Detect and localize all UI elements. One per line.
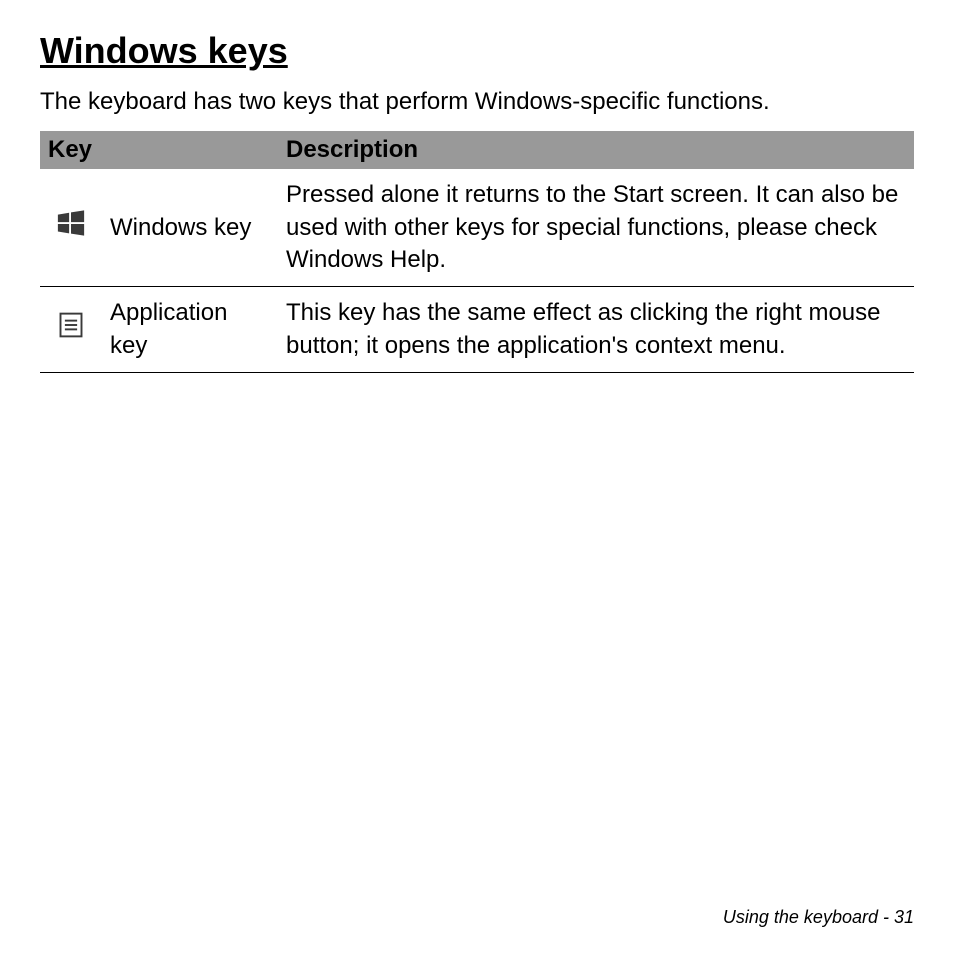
windows-keys-table: Key Description: [40, 131, 914, 373]
column-header-key: Key: [40, 131, 278, 169]
key-description: Pressed alone it returns to the Start sc…: [278, 169, 914, 287]
application-menu-icon: [57, 311, 85, 339]
document-page: Windows keys The keyboard has two keys t…: [0, 0, 954, 954]
table-row: Windows key Pressed alone it returns to …: [40, 169, 914, 287]
key-name: Windows key: [102, 169, 278, 287]
key-name: Application key: [102, 287, 278, 373]
page-footer: Using the keyboard - 31: [723, 907, 914, 928]
windows-logo-icon: [56, 208, 86, 238]
key-icon-cell: [40, 169, 102, 287]
key-description: This key has the same effect as clicking…: [278, 287, 914, 373]
column-header-description: Description: [278, 131, 914, 169]
key-icon-cell: [40, 287, 102, 373]
intro-text: The keyboard has two keys that perform W…: [40, 86, 914, 117]
table-row: Application key This key has the same ef…: [40, 287, 914, 373]
page-title: Windows keys: [40, 30, 914, 72]
